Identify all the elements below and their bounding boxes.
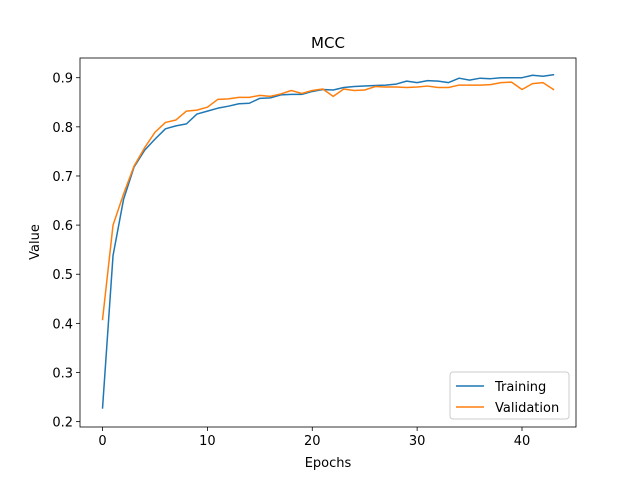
plot-frame bbox=[79, 57, 577, 428]
y-tick-label: 0.3 bbox=[52, 367, 73, 382]
series-line-validation bbox=[101, 81, 555, 321]
x-tick-label: 0 bbox=[98, 434, 106, 449]
x-tick-label: 30 bbox=[409, 434, 426, 449]
y-axis-title: Value bbox=[28, 224, 43, 260]
legend-label-training: Training bbox=[494, 380, 546, 395]
chart-title: MCC bbox=[311, 34, 345, 52]
x-tick-label: 20 bbox=[304, 434, 321, 449]
y-tick-label: 0.7 bbox=[52, 170, 73, 185]
x-tick-label: 10 bbox=[199, 434, 216, 449]
x-tick-label: 40 bbox=[514, 434, 531, 449]
legend: Training Validation bbox=[449, 371, 570, 420]
y-tick-label: 0.8 bbox=[52, 121, 73, 136]
legend-label-validation: Validation bbox=[495, 401, 559, 416]
x-axis-title: Epochs bbox=[305, 456, 352, 471]
y-tick-label: 0.5 bbox=[52, 268, 73, 283]
y-tick-label: 0.6 bbox=[52, 219, 73, 234]
y-tick-label: 0.4 bbox=[52, 317, 73, 332]
y-tick-label: 0.2 bbox=[52, 416, 73, 431]
y-tick-label: 0.9 bbox=[52, 72, 73, 87]
series-line-training bbox=[101, 73, 555, 409]
